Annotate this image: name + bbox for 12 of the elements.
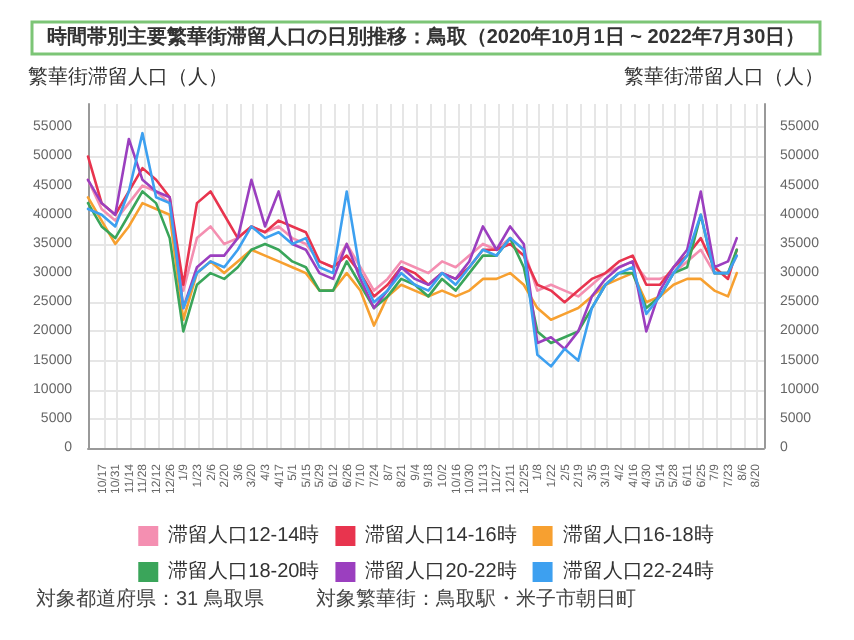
legend-label: 滞留人口18-20時 <box>168 559 320 583</box>
chart-title: 時間帯別主要繁華街滞留人口の日別推移：鳥取（2020年10月1日 ~ 2022年7月30日） <box>46 25 806 49</box>
legend-label: 滞留人口22-24時 <box>562 559 714 583</box>
legend-label: 滞留人口20-22時 <box>365 559 517 583</box>
text: 対象繁華街：鳥取駅・米子市朝日町 <box>316 587 636 611</box>
legend-label: 滞留人口12-14時 <box>168 523 320 547</box>
legend-label: 滞留人口16-18時 <box>562 523 714 547</box>
y-axis-title: 繁華街滞留人口（人） <box>28 65 228 89</box>
y2-axis-title: 繁華街滞留人口（人） <box>624 65 824 89</box>
legend-label: 滞留人口14-16時 <box>365 523 517 547</box>
text: 対象都道府県：31 鳥取県 <box>36 587 264 611</box>
line-series <box>86 155 739 304</box>
